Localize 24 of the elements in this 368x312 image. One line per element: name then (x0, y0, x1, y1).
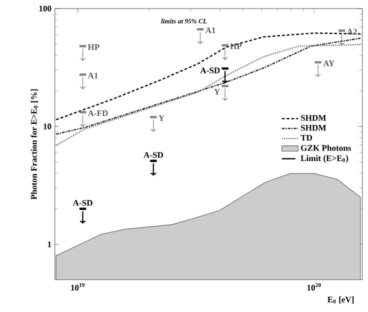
annotation: A-SD (144, 152, 164, 158)
annotation: A-SD (72, 200, 92, 206)
annotation: HP (88, 44, 100, 50)
x-axis-title: E$_{0}$ [eV] (328, 296, 354, 304)
legend-label: SHDM (301, 114, 326, 121)
annotation: HP (230, 43, 242, 49)
annotation: A1 (88, 72, 98, 78)
annotation: A-FD (88, 110, 108, 116)
y-axis-title: Photon Fraction for E>E$_{0}$ [%] (30, 89, 38, 200)
annotation: AY (323, 60, 334, 66)
x-tick-label: 10$^{19}$ (71, 283, 84, 291)
x-tick-label: 10$^{20}$ (307, 283, 321, 291)
y-tick-label: 10 (44, 123, 52, 130)
legend-label: TD (300, 134, 312, 140)
y-tick-label: 1 (48, 241, 52, 247)
legend-label: Limit (E>E$_{0}$) (300, 154, 348, 163)
annotation: A-SD (200, 67, 220, 74)
legend-label: GZK Photons (300, 144, 352, 151)
annotation: Y (158, 115, 164, 121)
annotation: A1 (205, 27, 216, 33)
legend-label: SHDM (301, 124, 326, 131)
annotation: A2 (346, 28, 357, 34)
y-tick-label: 100 (39, 6, 52, 12)
annotation: Y (214, 88, 220, 94)
